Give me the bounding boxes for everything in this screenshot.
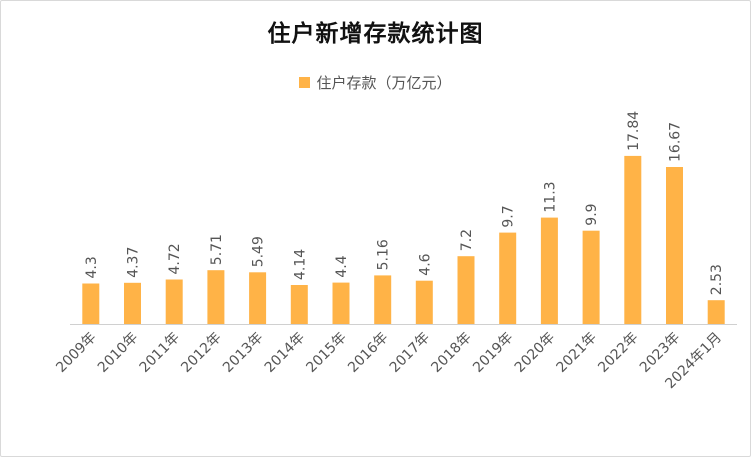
bar-14 xyxy=(666,167,683,324)
bar-4 xyxy=(249,272,267,324)
bar-7 xyxy=(374,275,392,324)
bar-2 xyxy=(165,279,183,324)
x-tick-label-4: 2013年 xyxy=(220,330,266,376)
x-tick-label-13: 2022年 xyxy=(595,330,641,376)
x-tick-label-2: 2011年 xyxy=(137,330,183,376)
x-tick-label-9: 2018年 xyxy=(428,330,474,376)
x-tick-label-0: 2009年 xyxy=(53,330,99,376)
x-tick-label-11: 2020年 xyxy=(512,330,558,376)
bar-1 xyxy=(124,282,141,324)
value-label-2: 4.72 xyxy=(167,243,183,274)
chart-title: 住户新增存款统计图 xyxy=(267,21,484,47)
value-label-7: 5.16 xyxy=(376,239,392,270)
x-tick-label-12: 2021年 xyxy=(554,330,600,376)
value-label-11: 11.3 xyxy=(542,181,558,212)
value-label-8: 4.6 xyxy=(417,253,433,275)
value-label-15: 2.53 xyxy=(709,264,725,295)
bar-6 xyxy=(332,282,350,324)
bar-9 xyxy=(457,256,475,324)
bar-13 xyxy=(624,155,642,324)
bar-11 xyxy=(540,217,558,324)
value-label-13: 17.84 xyxy=(626,111,642,151)
value-label-5: 4.14 xyxy=(292,249,308,280)
x-tick-label-3: 2012年 xyxy=(178,330,224,376)
x-tick-label-5: 2014年 xyxy=(262,330,308,376)
chart-legend: 住户存款（万亿元） xyxy=(0,72,751,93)
x-tick-label-1: 2010年 xyxy=(95,330,141,376)
value-label-12: 9.9 xyxy=(584,203,600,225)
x-tick-label-10: 2019年 xyxy=(470,330,516,376)
bar-12 xyxy=(582,230,600,324)
value-label-14: 16.67 xyxy=(668,122,684,162)
bar-10 xyxy=(499,232,517,324)
bar-5 xyxy=(290,285,308,324)
legend-label: 住户存款（万亿元） xyxy=(316,74,452,92)
value-label-0: 4.3 xyxy=(84,256,100,278)
value-label-1: 4.37 xyxy=(126,247,142,278)
bar-0 xyxy=(82,283,100,324)
value-label-4: 5.49 xyxy=(251,236,267,267)
value-label-6: 4.4 xyxy=(334,255,350,277)
bar-3 xyxy=(207,270,225,324)
bar-15 xyxy=(707,300,725,324)
bar-8 xyxy=(415,280,433,324)
legend-swatch xyxy=(299,77,311,88)
value-label-10: 9.7 xyxy=(501,205,517,227)
x-tick-label-8: 2017年 xyxy=(387,330,433,376)
x-tick-label-7: 2016年 xyxy=(345,330,391,376)
value-label-9: 7.2 xyxy=(459,229,475,251)
x-tick-label-6: 2015年 xyxy=(303,330,349,376)
value-label-3: 5.71 xyxy=(209,234,225,265)
